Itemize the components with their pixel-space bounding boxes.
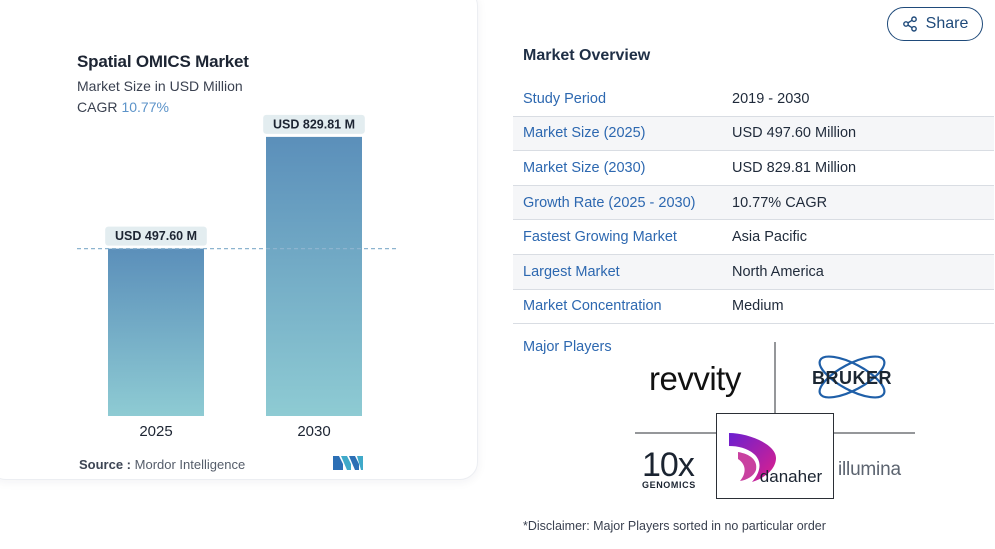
overview-label[interactable]: Fastest Growing Market [523,229,677,246]
market-overview-title: Market Overview [523,47,651,64]
overview-value: USD 829.81 Million [732,159,857,176]
overview-row-fastest-growing-market: Fastest Growing Market Asia Pacific [513,220,994,255]
overview-value: 10.77% CAGR [732,194,828,211]
overview-label[interactable]: Study Period [523,90,607,107]
overview-value: Medium [732,298,784,315]
chart-source: Source : Mordor Intelligence [79,457,245,472]
overview-value: 2019 - 2030 [732,90,810,107]
data-label: USD 829.81 M [273,117,355,131]
featured-player-frame [716,413,834,499]
data-label: USD 497.60 M [115,229,197,243]
bar-2030 [266,136,362,417]
overview-label[interactable]: Growth Rate (2025 - 2030) [523,194,696,211]
cagr-label: CAGR [77,99,118,115]
share-label: Share [925,15,969,32]
overview-label[interactable]: Market Size (2025) [523,125,646,142]
chart-card [0,0,478,480]
disclaimer-text: *Disclaimer: Major Players sorted in no … [523,519,826,533]
source-value: Mordor Intelligence [134,457,246,472]
chart-title: Spatial OMICS Market [77,52,249,71]
revvity-logo[interactable]: revvity [649,360,742,397]
overview-label[interactable]: Market Size (2030) [523,159,646,176]
x-tick-label: 2025 [139,423,172,440]
overview-label[interactable]: Market Concentration [523,298,662,315]
danaher-wordmark: danaher [760,467,823,486]
danaher-mark-inner-icon [738,452,757,481]
bar-chart: USD 497.60 M 2025 USD 829.81 M 2030 [77,114,397,440]
danaher-logo[interactable]: danaher [729,433,823,486]
10x-wordmark: 10x [642,446,695,484]
overview-row-market-size-2025: Market Size (2025) USD 497.60 Million [513,116,994,152]
illumina-wordmark: illumina [838,459,901,480]
danaher-mark-icon [729,433,776,482]
cagr-value: 10.77% [121,99,169,115]
bruker-logo[interactable]: BRUKER [812,349,892,406]
source-label: Source : [79,457,132,472]
major-players-label[interactable]: Major Players [523,339,612,355]
overview-row-market-concentration: Market Concentration Medium [513,290,994,325]
genomics-wordmark: GENOMICS [642,480,696,490]
share-button[interactable]: Share [887,7,983,41]
bar-2025 [108,248,204,416]
overview-value: Asia Pacific [732,229,807,246]
chart-subtitle: Market Size in USD Million [77,78,243,94]
overview-value: USD 497.60 Million [732,125,857,142]
overview-label[interactable]: Largest Market [523,263,620,280]
overview-value: North America [732,263,824,280]
illumina-logo[interactable]: illumina [838,459,902,480]
chart-cagr: CAGR 10.77% [77,99,169,115]
market-overview-table: Study Period 2019 - 2030 Market Size (20… [513,82,994,325]
mordor-intelligence-logo [333,456,363,470]
x-tick-label: 2030 [297,423,330,440]
bruker-wordmark: BRUKER [812,368,892,388]
overview-row-study-period: Study Period 2019 - 2030 [513,82,994,117]
share-icon [902,16,917,32]
overview-row-market-size-2030: Market Size (2030) USD 829.81 Million [513,151,994,186]
overview-row-largest-market: Largest Market North America [513,254,994,290]
10x-genomics-logo[interactable]: 10x GENOMICS [642,446,696,490]
revvity-wordmark: revvity [649,360,742,397]
overview-row-growth-rate: Growth Rate (2025 - 2030) 10.77% CAGR [513,185,994,221]
data-label-bg [263,114,365,134]
data-label-bg [105,226,207,246]
